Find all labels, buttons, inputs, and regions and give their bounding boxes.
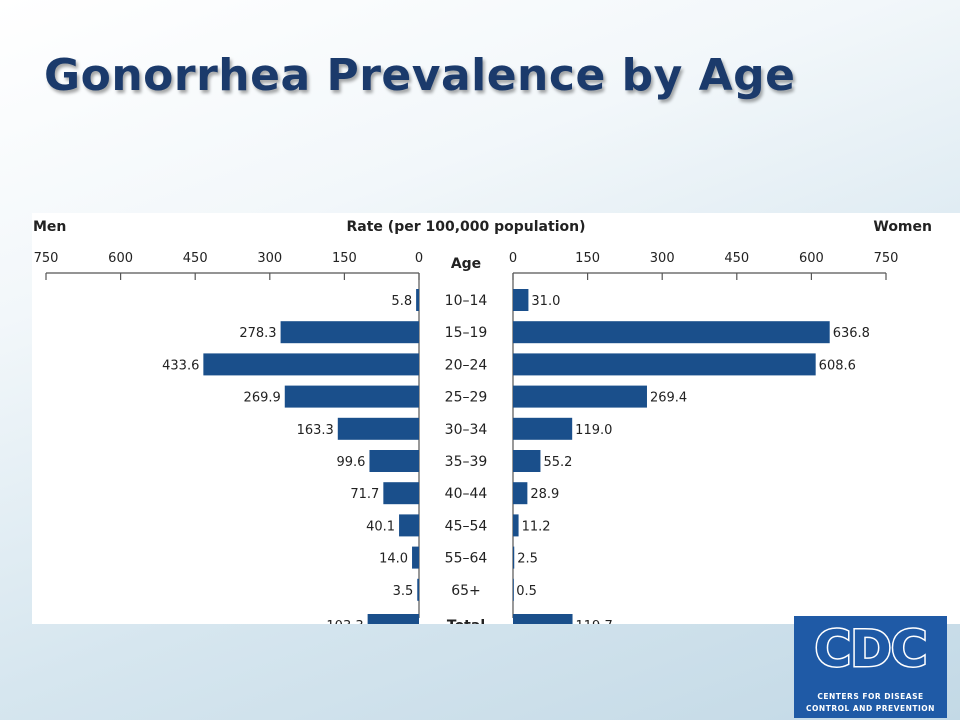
- women-bar: [513, 482, 528, 505]
- women-bar: [513, 514, 519, 537]
- cdc-logo-line2: CONTROL AND PREVENTION: [806, 704, 935, 713]
- men-bar: [367, 614, 419, 624]
- age-category-label: 30–34: [445, 422, 488, 438]
- age-category-label: 55–64: [445, 551, 488, 567]
- women-bar: [513, 450, 541, 472]
- men-bar: [412, 546, 419, 569]
- men-bar: [337, 417, 419, 440]
- women-bar: [513, 321, 830, 344]
- women-tick-label: 150: [575, 251, 600, 266]
- women-bar: [513, 353, 816, 376]
- women-bar: [513, 578, 514, 601]
- men-value-label: 433.6: [162, 358, 199, 373]
- women-tick-label: 450: [724, 251, 749, 266]
- cdc-logo: CDC CENTERS FOR DISEASE CONTROL AND PREV…: [794, 616, 947, 718]
- age-category-label: 25–29: [445, 390, 488, 406]
- women-bar: [513, 546, 515, 569]
- men-value-label: 278.3: [239, 326, 276, 341]
- pyramid-chart: Men Rate (per 100,000 population) Women Age…: [33, 219, 932, 624]
- women-tick-label: 600: [799, 251, 824, 266]
- men-bar: [417, 578, 419, 601]
- age-category-label: 65+: [451, 583, 481, 599]
- women-label: Women: [873, 219, 932, 235]
- men-tick-label: 300: [257, 251, 282, 266]
- women-value-label: 0.5: [516, 584, 537, 599]
- men-tick-label: 150: [332, 251, 357, 266]
- women-tick-label: 300: [650, 251, 675, 266]
- age-category-label: 15–19: [445, 325, 488, 341]
- age-category-label: 40–44: [445, 486, 488, 502]
- men-value-label: 3.5: [393, 584, 414, 599]
- men-value-label: 163.3: [297, 423, 334, 438]
- age-category-label: Total: [447, 618, 485, 624]
- men-bar: [280, 321, 419, 344]
- men-bar: [284, 385, 419, 408]
- men-tick-label: 450: [183, 251, 208, 266]
- women-bar: [513, 614, 573, 624]
- women-tick-label: 750: [874, 251, 899, 266]
- men-tick-label: 600: [108, 251, 133, 266]
- slide-title: Gonorrhea Prevalence by Age: [44, 50, 796, 101]
- women-bar: [513, 417, 573, 440]
- men-tick-label: 750: [34, 251, 59, 266]
- age-category-label: 45–54: [445, 518, 488, 534]
- men-bar: [383, 482, 419, 505]
- men-bar: [399, 514, 419, 537]
- women-value-label: 119.0: [575, 423, 612, 438]
- age-category-label: 20–24: [445, 357, 488, 373]
- men-bar: [416, 289, 419, 311]
- men-value-label: 103.3: [326, 619, 363, 624]
- women-value-label: 119.7: [576, 619, 613, 624]
- cdc-logo-letters: CDC: [813, 619, 929, 680]
- chart-panel: Men Rate (per 100,000 population) Women Age…: [32, 213, 960, 624]
- men-value-label: 269.9: [244, 391, 281, 406]
- men-value-label: 14.0: [379, 552, 408, 567]
- men-value-label: 5.8: [391, 294, 412, 309]
- women-value-label: 269.4: [650, 391, 687, 406]
- women-value-label: 55.2: [543, 455, 572, 470]
- women-value-label: 28.9: [530, 487, 559, 502]
- women-value-label: 2.5: [517, 552, 538, 567]
- women-bar: [513, 289, 529, 311]
- men-value-label: 99.6: [337, 455, 366, 470]
- age-header: Age: [451, 256, 481, 272]
- men-value-label: 71.7: [350, 487, 379, 502]
- men-value-label: 40.1: [366, 519, 395, 534]
- axis-title: Rate (per 100,000 population): [347, 219, 586, 235]
- women-value-label: 31.0: [531, 294, 560, 309]
- age-category-label: 10–14: [445, 293, 488, 309]
- men-label: Men: [33, 219, 66, 235]
- men-tick-label: 0: [415, 251, 423, 266]
- cdc-logo-line1: CENTERS FOR DISEASE: [817, 692, 924, 701]
- men-bar: [203, 353, 419, 376]
- women-tick-label: 0: [509, 251, 517, 266]
- women-value-label: 11.2: [522, 519, 551, 534]
- age-category-label: 35–39: [445, 454, 488, 470]
- men-bar: [369, 450, 419, 472]
- women-bar: [513, 385, 647, 408]
- women-value-label: 636.8: [833, 326, 870, 341]
- women-value-label: 608.6: [819, 358, 856, 373]
